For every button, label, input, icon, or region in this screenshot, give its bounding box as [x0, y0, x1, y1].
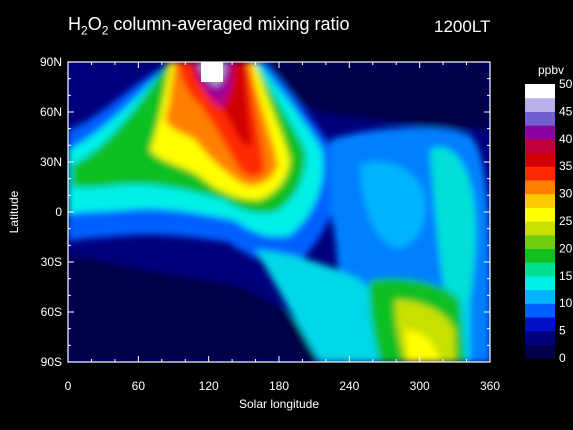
- x-tick-label-60: 60: [132, 379, 146, 393]
- x-tick-label-120: 120: [199, 379, 219, 393]
- field-northern-dark: [240, 62, 490, 129]
- x-tick-label-180: 180: [269, 379, 289, 393]
- colorbar-tick-label-10: 10: [559, 296, 573, 310]
- colorbar-swatch-17: [525, 111, 555, 126]
- colorbar-swatch-2: [525, 316, 555, 332]
- colorbar-tick-label-20: 20: [559, 241, 573, 255]
- colorbar-swatch-18: [525, 97, 555, 112]
- colorbar-tick-label-40: 40: [559, 132, 573, 146]
- y-tick-label--90: 90S: [41, 355, 62, 369]
- title-o: O: [87, 14, 102, 34]
- colorbar-swatch-15: [525, 138, 555, 154]
- axes: 0 60 120 180 240 300 360 90N 60N 30N 0 30S 60S 90S: [40, 55, 500, 393]
- field-right-cyan: [430, 147, 476, 340]
- colorbar-swatch-11: [525, 193, 555, 208]
- colorbar-unit: ppbv: [538, 63, 565, 77]
- local-time-label: 1200LT: [434, 17, 491, 36]
- colorbar-swatch-16: [525, 125, 555, 140]
- heatmap-field: [68, 62, 490, 362]
- title-sub-2b: 2: [101, 23, 109, 38]
- colorbar-swatch-8: [525, 234, 555, 249]
- colorbar-swatch-19: [525, 84, 555, 99]
- colorbar-swatch-4: [525, 289, 555, 304]
- title-h: H: [68, 14, 81, 34]
- colorbar-swatch-3: [525, 303, 555, 318]
- colorbar-tick-label-35: 35: [559, 159, 573, 173]
- colorbar-swatch-6: [525, 262, 555, 277]
- colorbar-swatch-7: [525, 248, 555, 263]
- colorbar: 0 5 10 15 20 25 30 35 40 45 50: [525, 77, 573, 365]
- field-southern-dark: [68, 255, 330, 362]
- colorbar-tick-label-0: 0: [559, 351, 566, 365]
- colorbar-tick-label-50: 50: [559, 77, 573, 91]
- colorbar-tick-label-15: 15: [559, 269, 573, 283]
- chart-title: H2O2 column-averaged mixing ratio: [68, 14, 350, 38]
- colorbar-tick-label-25: 25: [559, 214, 573, 228]
- y-tick-label-60: 60N: [40, 105, 62, 119]
- colorbar-tick-label-30: 30: [559, 187, 573, 201]
- x-tick-label-0: 0: [65, 379, 72, 393]
- y-tick-label-30: 30N: [40, 155, 62, 169]
- colorbar-swatch-9: [525, 221, 555, 236]
- colorbar-swatch-13: [525, 166, 555, 181]
- y-tick-label-0: 0: [55, 205, 62, 219]
- field-core-white: [201, 62, 223, 82]
- colorbar-tick-label-5: 5: [559, 324, 566, 338]
- title-sub-2a: 2: [81, 23, 88, 38]
- field-right-lightblue: [360, 161, 426, 249]
- colorbar-swatch-5: [525, 275, 555, 291]
- y-tick-label--30: 30S: [41, 255, 62, 269]
- x-tick-label-360: 360: [480, 379, 500, 393]
- x-tick-label-240: 240: [339, 379, 359, 393]
- colorbar-swatch-12: [525, 179, 555, 195]
- y-tick-label-90: 90N: [40, 55, 62, 69]
- x-axis-label: Solar longitude: [239, 397, 319, 411]
- colorbar-tick-label-45: 45: [559, 104, 573, 118]
- colorbar-swatch-14: [525, 152, 555, 167]
- y-tick-label--60: 60S: [41, 305, 62, 319]
- x-tick-label-300: 300: [410, 379, 430, 393]
- colorbar-swatch-0: [525, 344, 555, 359]
- field-south-yellow: [405, 330, 440, 362]
- y-axis-label: Latitude: [7, 190, 21, 233]
- colorbar-swatch-1: [525, 330, 555, 345]
- colorbar-swatch-10: [525, 207, 555, 222]
- title-rest: column-averaged mixing ratio: [108, 14, 350, 34]
